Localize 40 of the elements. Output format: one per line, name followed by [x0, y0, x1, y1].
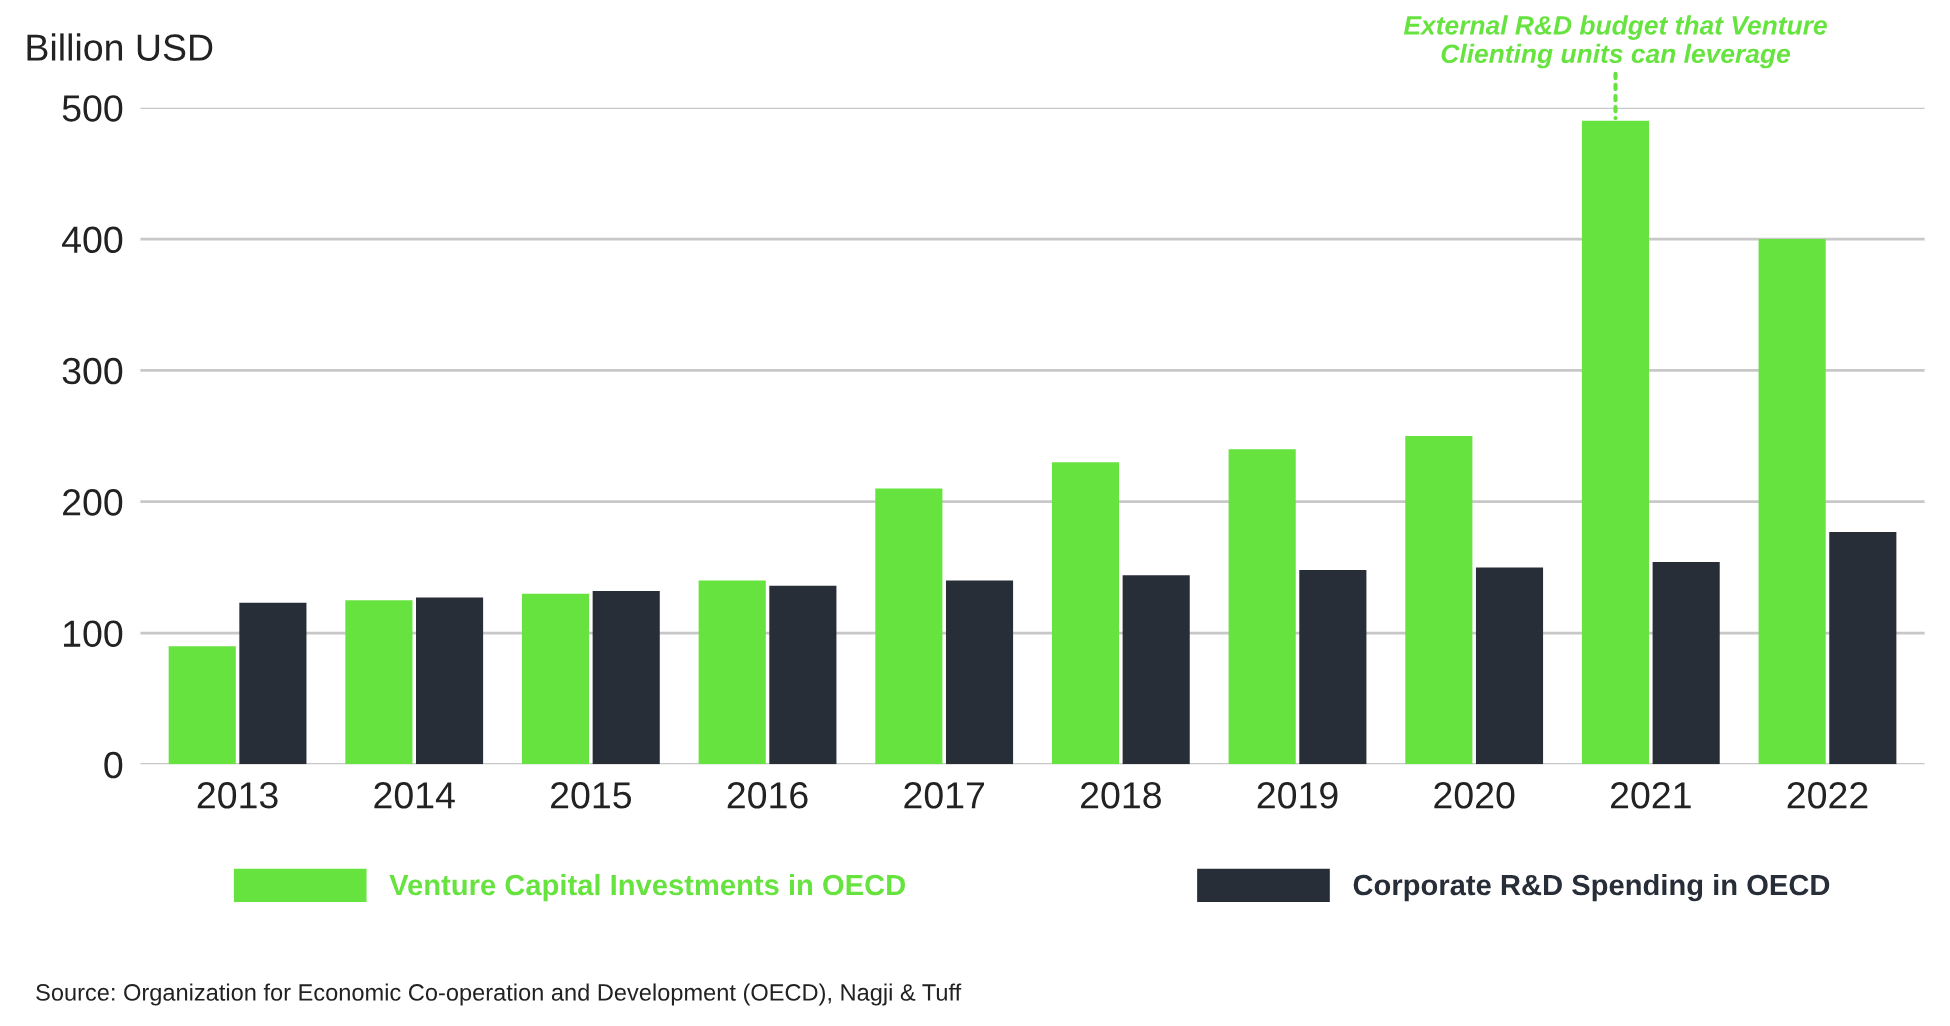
- y-tick-label: 300: [62, 357, 123, 385]
- bar: [168, 646, 236, 765]
- x-tick-label: 2013: [197, 782, 278, 809]
- bar: [1758, 239, 1826, 765]
- bar: [1829, 531, 1897, 765]
- x-tick-label: 2020: [1434, 782, 1515, 809]
- bar: [1405, 436, 1473, 765]
- bar: [592, 591, 660, 765]
- bar: [698, 580, 766, 765]
- y-tick-label: 400: [62, 226, 123, 254]
- x-tick-label: 2019: [1257, 782, 1338, 809]
- x-tick-label: 2022: [1787, 782, 1868, 809]
- bar: [875, 488, 943, 765]
- bar: [945, 580, 1014, 765]
- y-tick-label: 200: [63, 489, 123, 516]
- y-tick-label: 100: [64, 620, 123, 647]
- bar: [1051, 462, 1120, 765]
- bar: [1122, 575, 1190, 765]
- x-tick-label: 2016: [727, 782, 808, 809]
- bar: [1299, 570, 1367, 765]
- bar: [1475, 567, 1544, 765]
- bar: [345, 600, 413, 765]
- bar: [1228, 449, 1296, 765]
- legend-label: Corporate R&D Spending in OECD: [1353, 873, 1830, 902]
- y-axis-title: Billion USD: [27, 33, 213, 61]
- legend-label: Venture Capital Investments in OECD: [389, 873, 905, 902]
- bar: [1652, 562, 1720, 765]
- x-tick-label: 2018: [1081, 782, 1161, 809]
- x-tick-label: 2021: [1611, 782, 1691, 809]
- x-tick-label: 2015: [551, 782, 632, 809]
- y-tick-label: 500: [62, 95, 123, 122]
- x-tick-label: 2014: [374, 782, 455, 809]
- bar: [769, 585, 837, 765]
- bar: [239, 602, 307, 765]
- source-note: Source: Organization for Economic Co-operation and Development (OECD), Nagji & Tuff: [36, 983, 962, 1006]
- bar: [415, 597, 484, 765]
- x-tick-label: 2017: [904, 782, 985, 809]
- y-tick-label: 0: [104, 751, 123, 779]
- bar: [521, 593, 590, 765]
- annotation: External R&D budget that Venture Clienting units can leverage: [1403, 15, 1827, 69]
